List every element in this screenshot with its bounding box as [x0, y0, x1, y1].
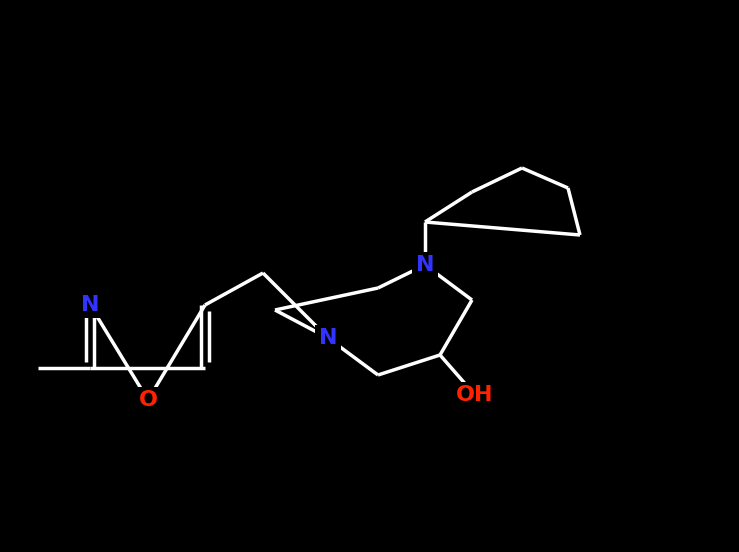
Text: O: O — [138, 390, 157, 410]
Text: N: N — [319, 328, 337, 348]
Text: N: N — [416, 255, 435, 275]
Text: OH: OH — [456, 385, 494, 405]
Text: N: N — [81, 295, 99, 315]
